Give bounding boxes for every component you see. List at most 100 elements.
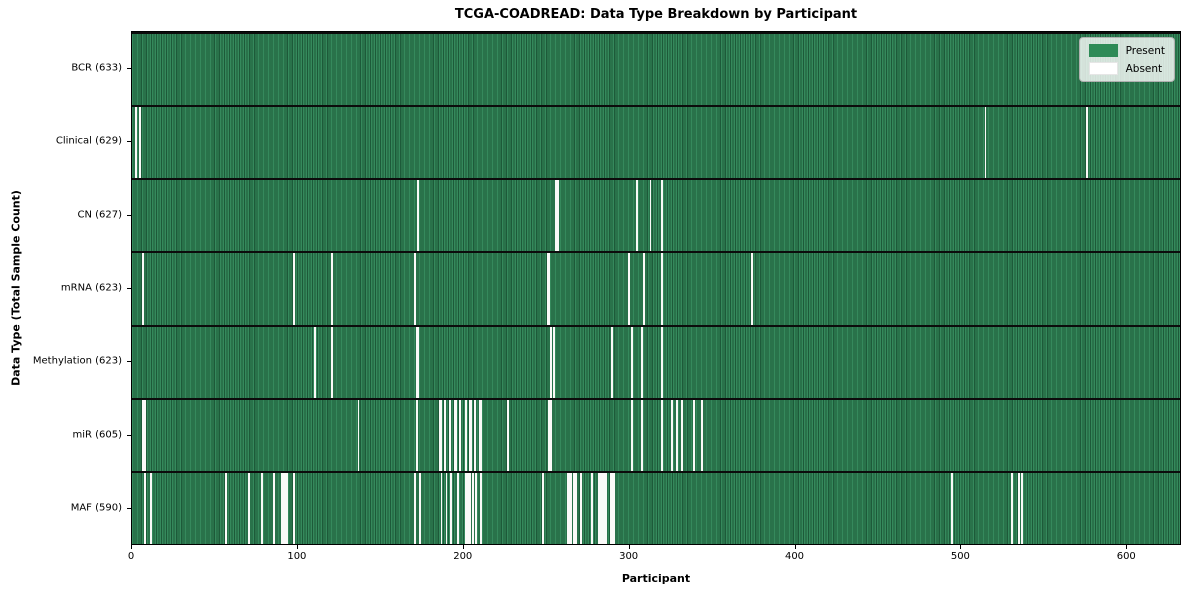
absent-stripe <box>649 180 652 252</box>
absent-stripe <box>951 472 954 544</box>
absent-stripe <box>609 472 612 544</box>
plot-area: Present Absent <box>131 31 1181 545</box>
absent-stripe <box>143 472 146 544</box>
absent-stripe <box>475 472 478 544</box>
absent-stripe <box>548 399 551 471</box>
ytick-label-maf: MAF (590) <box>70 502 122 514</box>
absent-stripe <box>554 180 557 252</box>
xtick-label-200: 200 <box>453 551 473 562</box>
xtick-label-100: 100 <box>287 551 307 562</box>
absent-stripe <box>478 399 481 471</box>
absent-stripe <box>440 472 443 544</box>
ytick-label-mir: miR (605) <box>72 429 122 441</box>
ytick-mark <box>127 141 131 143</box>
absent-stripe <box>661 253 664 325</box>
xtick-mark <box>131 545 132 549</box>
xtick-label-600: 600 <box>1116 551 1136 562</box>
absent-stripe <box>553 326 556 398</box>
absent-stripe <box>143 399 146 471</box>
absent-stripe <box>641 399 644 471</box>
absent-stripe <box>1021 472 1023 544</box>
absent-stripe <box>569 472 572 544</box>
xtick-mark <box>794 545 796 549</box>
heatmap-row-bcr <box>132 32 1180 106</box>
heatmap-row-maf <box>132 470 1180 544</box>
absent-stripe <box>598 472 600 544</box>
xtick-label-0: 0 <box>127 551 135 562</box>
absent-stripe <box>480 472 483 544</box>
absent-stripe <box>676 399 678 471</box>
absent-stripe <box>418 472 421 544</box>
absent-stripe <box>445 472 448 544</box>
ytick-mark <box>127 214 131 216</box>
absent-stripe <box>548 253 551 325</box>
absent-stripe <box>138 107 141 179</box>
heatmap-row-mir <box>132 397 1180 471</box>
legend-item-present: Present <box>1088 44 1165 57</box>
xtick-mark <box>628 545 630 549</box>
absent-stripe <box>467 472 469 544</box>
absent-stripe <box>591 472 594 544</box>
absent-stripe <box>141 253 144 325</box>
absent-stripe <box>661 326 664 398</box>
absent-stripe <box>556 180 559 252</box>
heatmap-row-clinical <box>132 105 1180 179</box>
absent-stripe <box>473 399 476 471</box>
absent-stripe <box>613 472 615 544</box>
legend-item-absent: Absent <box>1088 62 1165 75</box>
absent-stripe <box>438 399 441 471</box>
absent-stripe <box>603 472 605 544</box>
ytick-label-cn: CN (627) <box>77 209 122 221</box>
ytick-mark <box>127 67 131 69</box>
absent-stripe <box>984 107 987 179</box>
xtick-mark <box>960 545 962 549</box>
absent-stripe <box>224 472 227 544</box>
absent-stripe <box>642 253 645 325</box>
absent-stripe <box>417 326 420 398</box>
absent-stripe <box>506 399 509 471</box>
legend: Present Absent <box>1078 37 1175 82</box>
absent-stripe <box>631 399 634 471</box>
absent-stripe <box>470 399 473 471</box>
absent-stripe <box>604 472 607 544</box>
absent-stripe <box>566 472 569 544</box>
ytick-label-mrna: mRNA (623) <box>60 282 122 294</box>
absent-stripe <box>550 399 552 471</box>
absent-stripe <box>636 180 639 252</box>
ytick-mark <box>127 361 131 363</box>
heatmap-row-mrna <box>132 251 1180 325</box>
absent-stripe <box>458 399 461 471</box>
absent-stripe <box>700 399 703 471</box>
xtick-mark <box>462 545 464 549</box>
absent-stripe <box>443 399 446 471</box>
absent-stripe <box>292 472 295 544</box>
xtick-label-400: 400 <box>784 551 805 562</box>
absent-stripe <box>661 399 664 471</box>
absent-stripe <box>611 472 614 544</box>
absent-stripe <box>1017 472 1020 544</box>
heatmap-row-cn <box>132 178 1180 252</box>
absent-stripe <box>627 253 630 325</box>
ytick-label-bcr: BCR (633) <box>71 62 122 74</box>
absent-stripe <box>641 326 644 398</box>
absent-stripe <box>579 472 582 544</box>
absent-stripe <box>448 399 451 471</box>
heatmap-row-methylation <box>132 324 1180 398</box>
absent-swatch-icon <box>1088 62 1118 75</box>
absent-stripe <box>480 399 483 471</box>
absent-stripe <box>601 472 604 544</box>
absent-stripe <box>750 253 753 325</box>
absent-stripe <box>440 399 443 471</box>
absent-stripe <box>150 472 153 544</box>
absent-stripe <box>611 326 614 398</box>
absent-stripe <box>1085 107 1088 179</box>
absent-stripe <box>248 472 250 544</box>
absent-stripe <box>450 472 453 544</box>
absent-stripe <box>568 472 571 544</box>
absent-stripe <box>272 472 275 544</box>
absent-stripe <box>546 253 549 325</box>
absent-stripe <box>417 180 420 252</box>
absent-stripe <box>415 399 418 471</box>
xtick-mark <box>1126 545 1128 549</box>
